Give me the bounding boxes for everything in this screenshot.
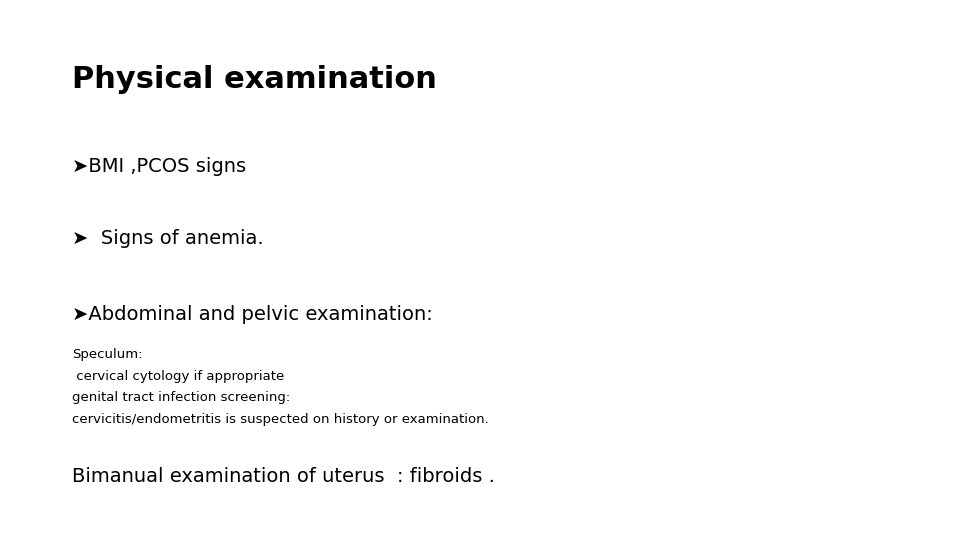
Text: genital tract infection screening:: genital tract infection screening: [72, 392, 290, 404]
Text: cervical cytology if appropriate: cervical cytology if appropriate [72, 370, 284, 383]
Text: Bimanual examination of uterus  : fibroids .: Bimanual examination of uterus : fibroid… [72, 467, 494, 486]
Text: ➤Abdominal and pelvic examination:: ➤Abdominal and pelvic examination: [72, 305, 433, 324]
Text: ➤  Signs of anemia.: ➤ Signs of anemia. [72, 230, 264, 248]
Text: Physical examination: Physical examination [72, 65, 437, 94]
Text: ➤BMI ,PCOS signs: ➤BMI ,PCOS signs [72, 157, 246, 176]
Text: cervicitis/endometritis is suspected on history or examination.: cervicitis/endometritis is suspected on … [72, 413, 489, 426]
Text: Speculum:: Speculum: [72, 348, 142, 361]
